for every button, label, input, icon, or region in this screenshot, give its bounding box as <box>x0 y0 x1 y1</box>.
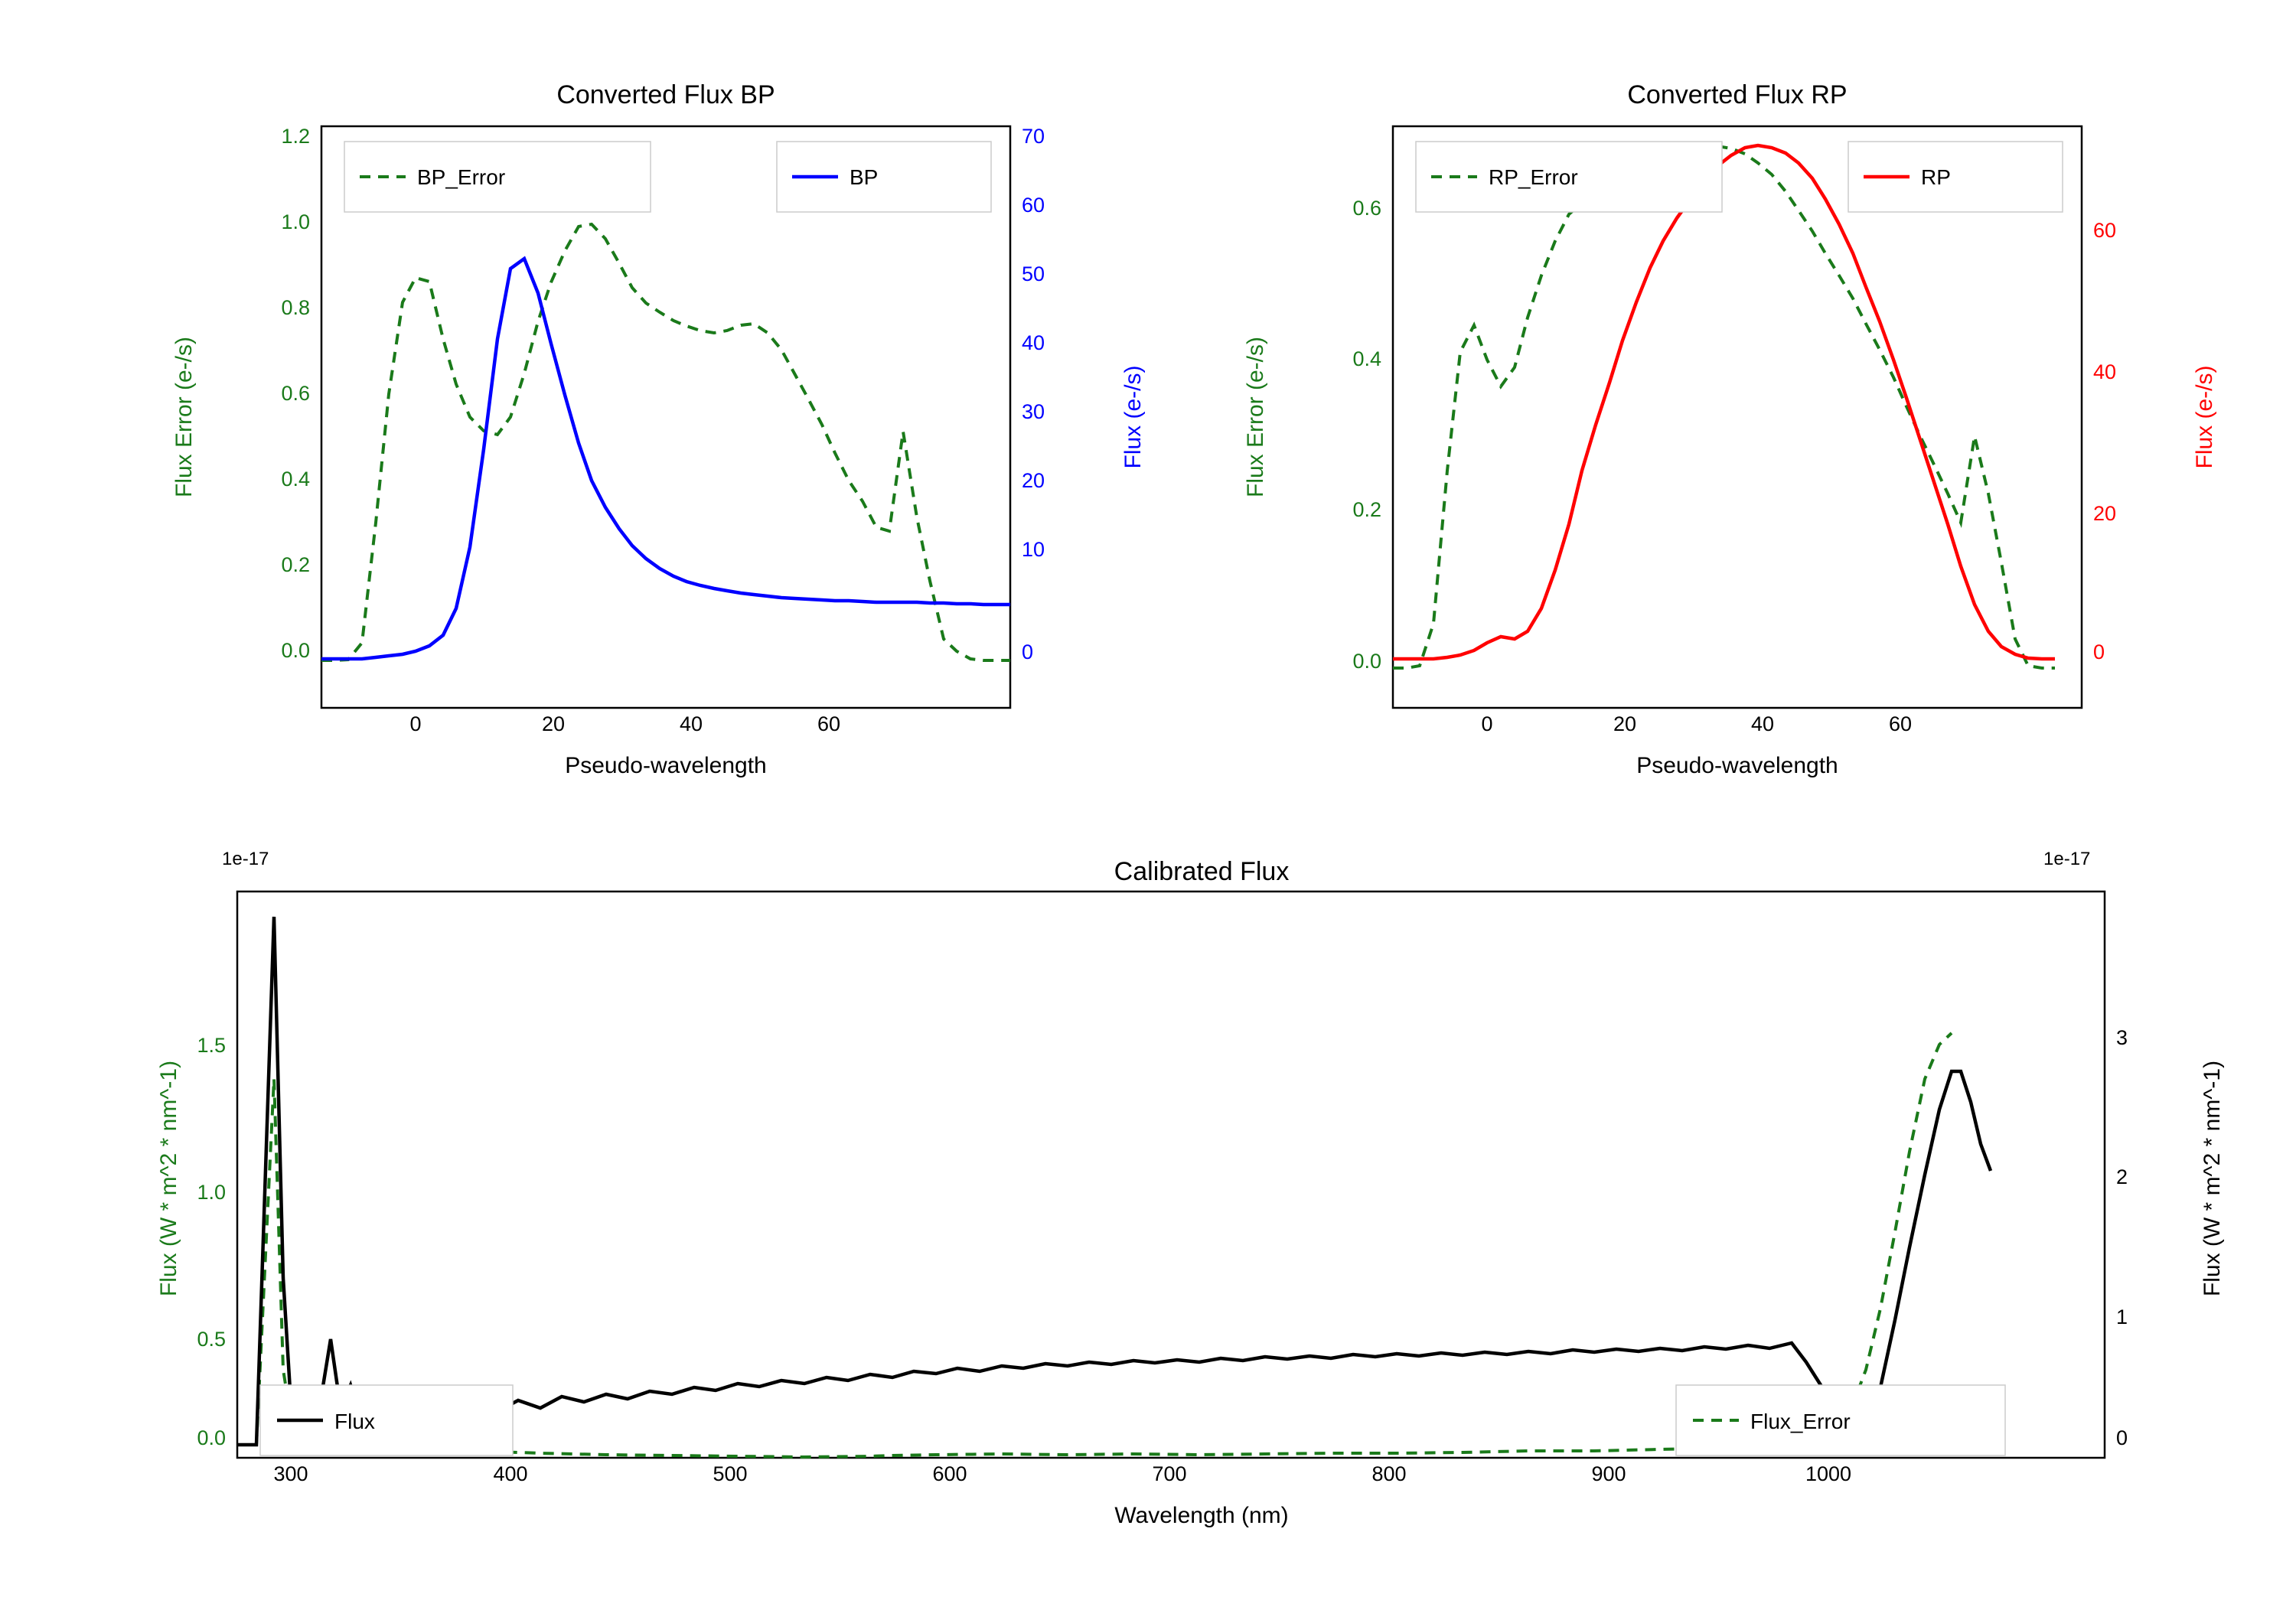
svg-text:700: 700 <box>1152 1462 1186 1485</box>
svg-text:1.0: 1.0 <box>281 210 310 233</box>
svg-text:400: 400 <box>493 1462 527 1485</box>
svg-text:40: 40 <box>1022 331 1045 354</box>
svg-text:1.2: 1.2 <box>281 125 310 148</box>
rp-plot-border <box>1393 126 2082 708</box>
bp-xlabel: Pseudo-wavelength <box>565 753 767 778</box>
svg-text:3: 3 <box>2116 1026 2128 1049</box>
svg-text:10: 10 <box>1022 538 1045 561</box>
bp-legend-left-label: BP_Error <box>417 165 505 189</box>
svg-text:20: 20 <box>2093 502 2116 525</box>
cal-offset-text-right: 1e-17 <box>2043 849 2090 869</box>
svg-text:1.0: 1.0 <box>197 1181 226 1204</box>
rp-flux-line[interactable] <box>1393 145 2055 659</box>
bp-chart-svg: Converted Flux BP 1.2 1.0 0.8 0.6 0.4 0.… <box>145 73 1186 792</box>
svg-text:500: 500 <box>713 1462 747 1485</box>
svg-text:0.6: 0.6 <box>1352 197 1381 220</box>
cal-chart-svg: Calibrated Flux 1e-17 1e-17 1.5 1.0 0.5 … <box>145 849 2258 1538</box>
cal-xlabel: Wavelength (nm) <box>1114 1503 1288 1528</box>
cal-ylabel-left: Flux (W * m^2 * nm^-1) <box>156 1061 181 1296</box>
bp-x-axis-ticks: 0 20 40 60 <box>409 712 840 735</box>
svg-text:300: 300 <box>273 1462 308 1485</box>
rp-chart-title: Converted Flux RP <box>1627 80 1847 109</box>
cal-offset-text-left: 1e-17 <box>222 849 269 869</box>
bp-ylabel-right: Flux (e-/s) <box>1120 366 1146 469</box>
svg-text:40: 40 <box>1751 712 1774 735</box>
svg-text:30: 30 <box>1022 400 1045 423</box>
rp-legend-left-label: RP_Error <box>1489 165 1578 189</box>
svg-text:0.0: 0.0 <box>197 1426 226 1449</box>
svg-text:0.0: 0.0 <box>1352 650 1381 673</box>
cal-left-axis-ticks: 1.5 1.0 0.5 0.0 <box>197 1034 226 1449</box>
svg-text:50: 50 <box>1022 262 1045 285</box>
bp-plot-border <box>321 126 1010 708</box>
svg-text:1000: 1000 <box>1805 1462 1851 1485</box>
svg-text:0.6: 0.6 <box>281 382 310 405</box>
svg-text:600: 600 <box>932 1462 967 1485</box>
svg-text:0.4: 0.4 <box>1352 347 1381 370</box>
svg-text:1: 1 <box>2116 1305 2128 1328</box>
cal-legend-right-label: Flux_Error <box>1750 1410 1851 1433</box>
svg-text:0: 0 <box>409 712 421 735</box>
rp-error-line[interactable] <box>1393 146 2055 668</box>
svg-text:0: 0 <box>2116 1426 2128 1449</box>
cal-plot-border <box>237 892 2105 1458</box>
svg-text:20: 20 <box>1022 469 1045 492</box>
svg-text:0.2: 0.2 <box>281 553 310 576</box>
cal-ylabel-right: Flux (W * m^2 * nm^-1) <box>2200 1061 2225 1296</box>
bp-error-line[interactable] <box>321 224 1010 660</box>
svg-text:0.5: 0.5 <box>197 1328 226 1351</box>
svg-text:60: 60 <box>1889 712 1912 735</box>
bp-ylabel-left: Flux Error (e-/s) <box>171 337 197 497</box>
rp-chart-panel: Converted Flux RP 0.6 0.4 0.2 0.0 60 40 … <box>1217 73 2258 792</box>
svg-text:0: 0 <box>2093 641 2105 663</box>
svg-text:40: 40 <box>680 712 703 735</box>
rp-legend-right-label: RP <box>1921 165 1951 189</box>
svg-text:0.2: 0.2 <box>1352 498 1381 521</box>
rp-chart-svg: Converted Flux RP 0.6 0.4 0.2 0.0 60 40 … <box>1217 73 2258 792</box>
rp-right-axis-ticks: 60 40 20 0 <box>2093 219 2116 663</box>
svg-text:1.5: 1.5 <box>197 1034 226 1057</box>
cal-right-axis-ticks: 3 2 1 0 <box>2116 1026 2128 1449</box>
cal-legend-left-label: Flux <box>334 1410 375 1433</box>
svg-text:60: 60 <box>1022 194 1045 217</box>
svg-text:800: 800 <box>1371 1462 1406 1485</box>
svg-text:0.4: 0.4 <box>281 468 310 491</box>
svg-text:60: 60 <box>2093 219 2116 242</box>
svg-text:0.0: 0.0 <box>281 639 310 662</box>
bp-chart-title: Converted Flux BP <box>556 80 775 109</box>
rp-ylabel-left: Flux Error (e-/s) <box>1243 337 1268 497</box>
cal-x-axis-ticks: 300 400 500 600 700 800 900 1000 <box>273 1462 1851 1485</box>
svg-text:2: 2 <box>2116 1165 2128 1188</box>
svg-text:0: 0 <box>1022 641 1033 663</box>
cal-chart-title: Calibrated Flux <box>1114 857 1290 886</box>
rp-left-axis-ticks: 0.6 0.4 0.2 0.0 <box>1352 197 1381 673</box>
cal-flux-line[interactable] <box>237 917 1991 1445</box>
bp-legend-right-label: BP <box>850 165 878 189</box>
calibrated-chart-panel: Calibrated Flux 1e-17 1e-17 1.5 1.0 0.5 … <box>145 849 2258 1538</box>
svg-text:0: 0 <box>1481 712 1492 735</box>
bp-right-axis-ticks: 70 60 50 40 30 20 10 0 <box>1022 125 1045 663</box>
rp-xlabel: Pseudo-wavelength <box>1636 753 1838 778</box>
svg-text:70: 70 <box>1022 125 1045 148</box>
rp-x-axis-ticks: 0 20 40 60 <box>1481 712 1912 735</box>
rp-ylabel-right: Flux (e-/s) <box>2192 366 2217 469</box>
svg-text:60: 60 <box>817 712 840 735</box>
bp-left-axis-ticks: 1.2 1.0 0.8 0.6 0.4 0.2 0.0 <box>281 125 310 662</box>
svg-text:40: 40 <box>2093 360 2116 383</box>
svg-text:900: 900 <box>1591 1462 1626 1485</box>
svg-text:20: 20 <box>542 712 565 735</box>
svg-text:0.8: 0.8 <box>281 296 310 319</box>
bp-chart-panel: Converted Flux BP 1.2 1.0 0.8 0.6 0.4 0.… <box>145 73 1186 792</box>
svg-text:20: 20 <box>1613 712 1636 735</box>
